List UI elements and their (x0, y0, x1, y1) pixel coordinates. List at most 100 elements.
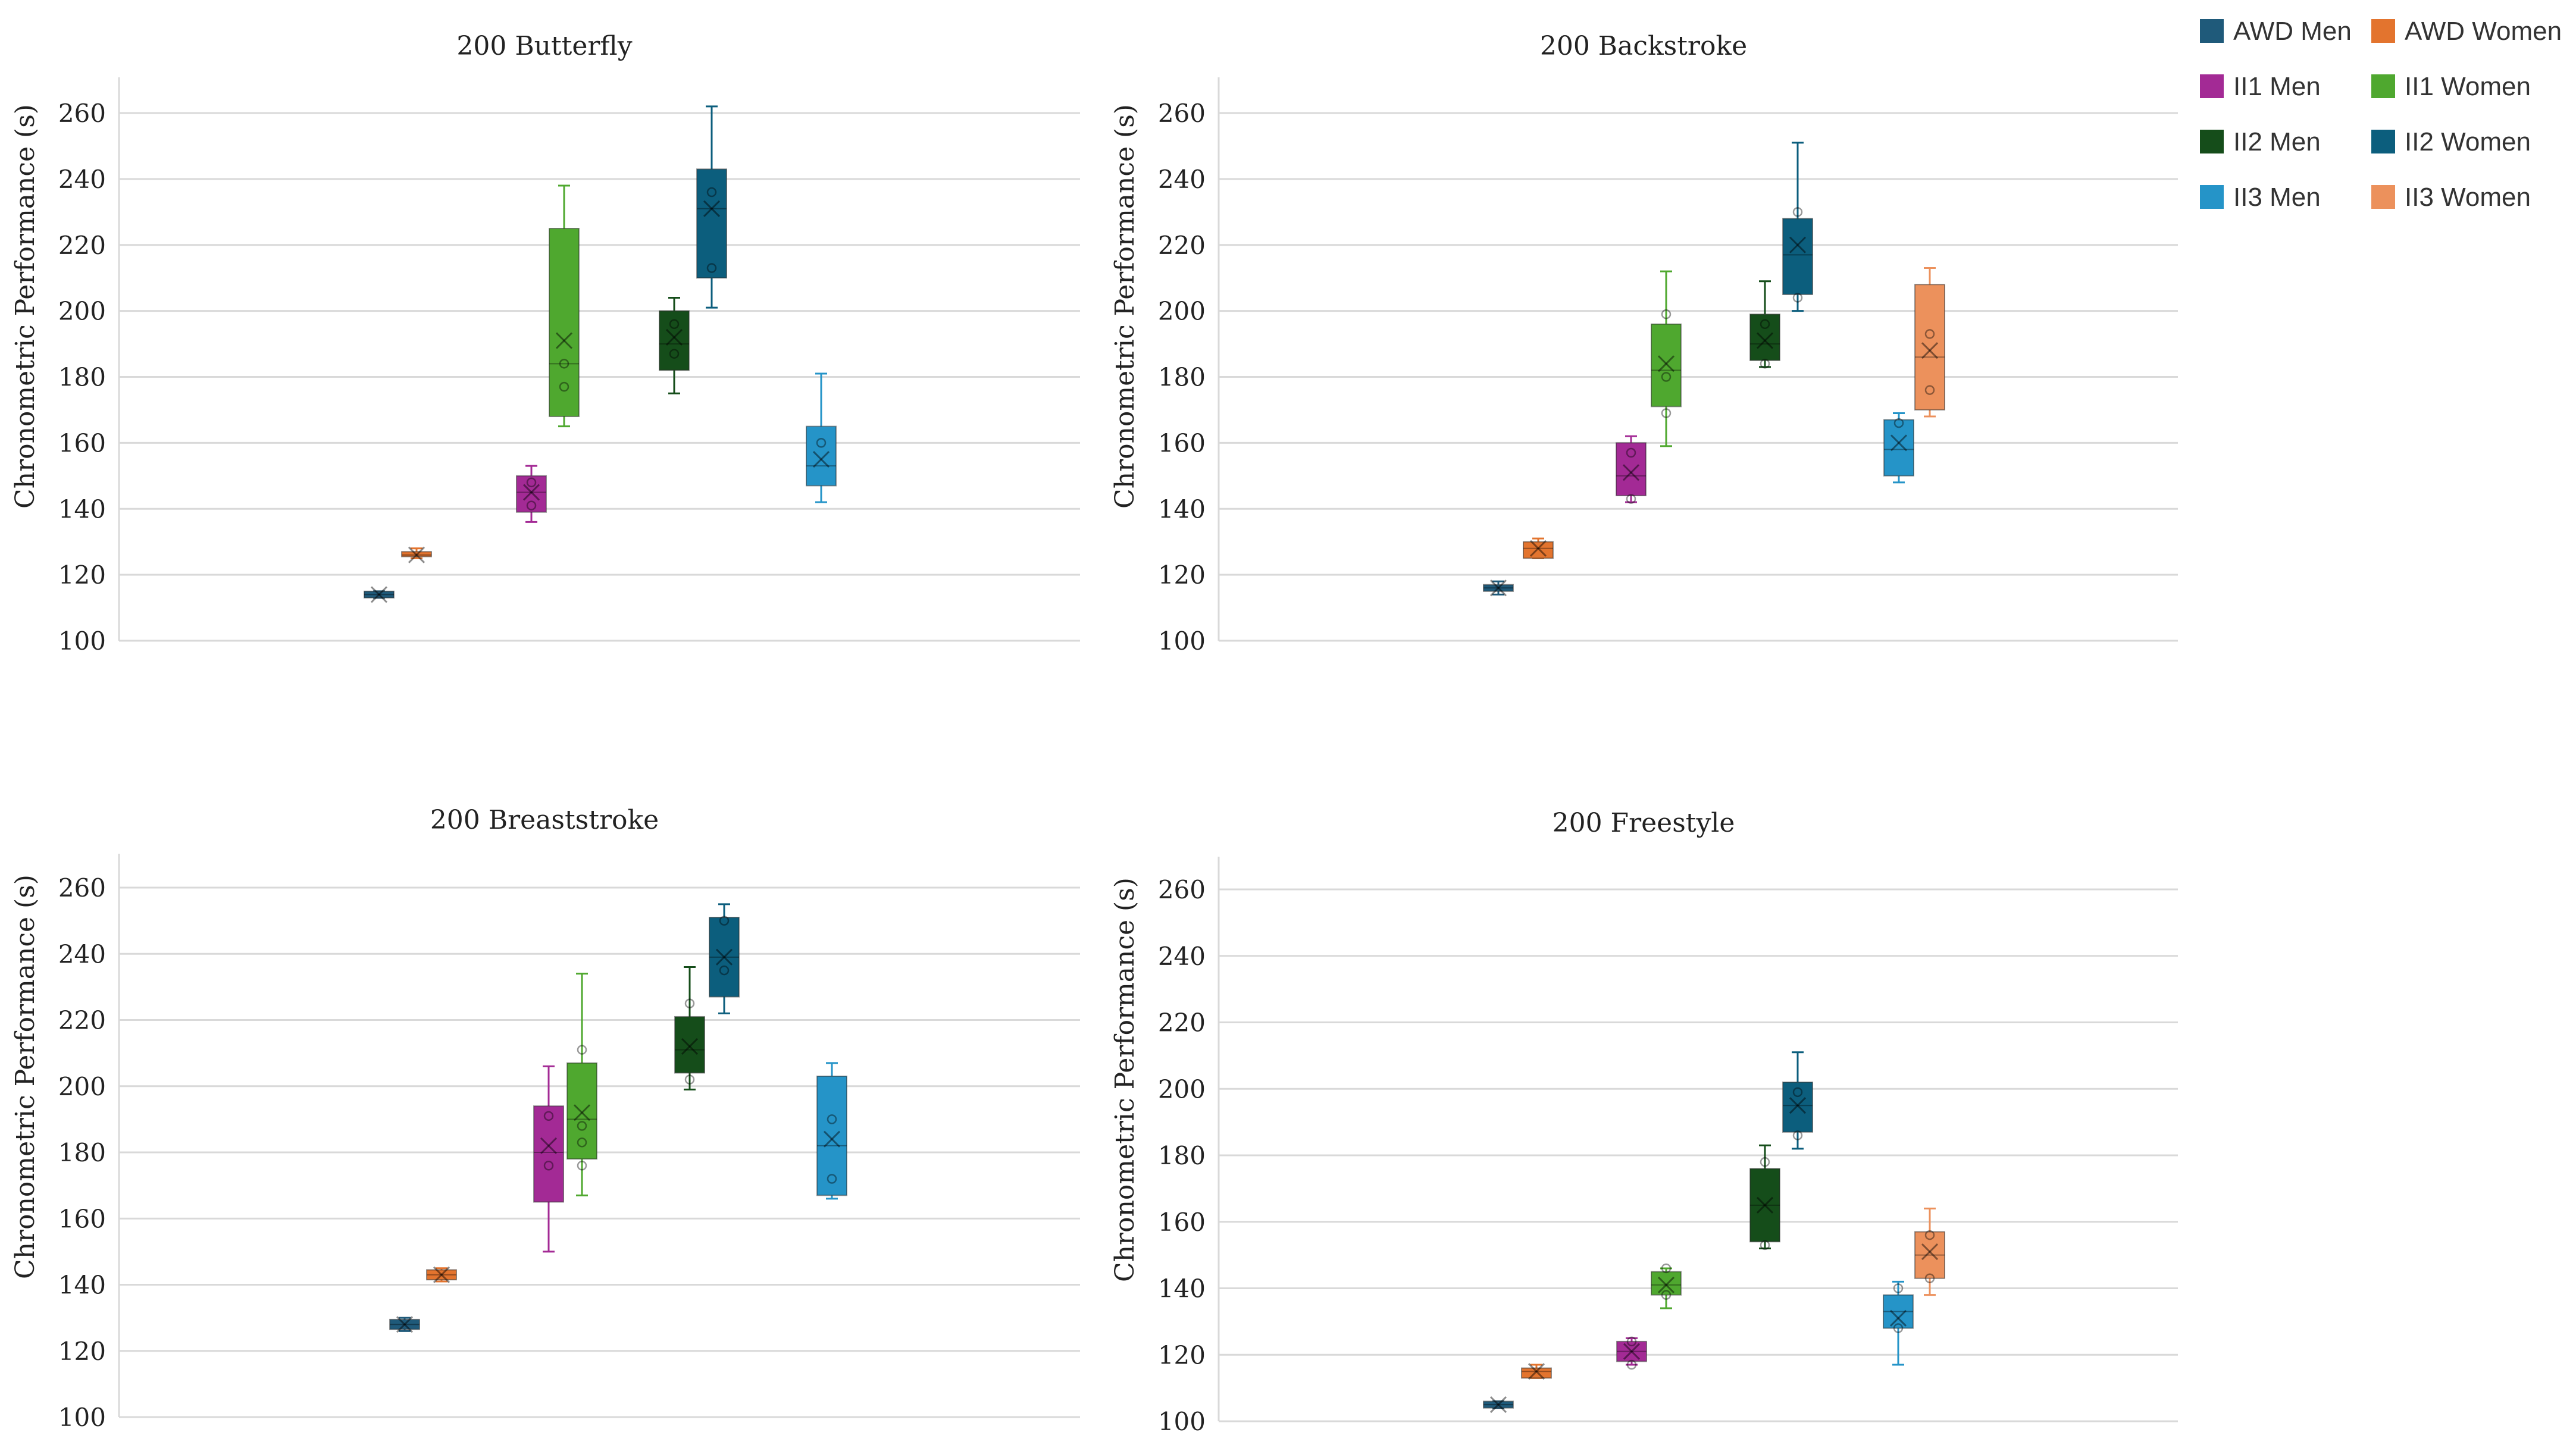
box-iqr (709, 917, 740, 998)
box-iqr (1483, 584, 1514, 592)
box-awd-men (1483, 579, 1514, 597)
y-tick-label: 160 (58, 1204, 106, 1233)
box-ii3-women (1914, 267, 1945, 418)
box-iqr (426, 1269, 457, 1281)
data-point (827, 1174, 837, 1184)
y-tick-label: 100 (1158, 1407, 1206, 1436)
data-point (1893, 1323, 1904, 1333)
data-point (577, 1137, 587, 1148)
legend-item-ii3-men: II3 Men (2200, 183, 2321, 212)
data-point (1626, 494, 1636, 504)
mean-marker (1489, 1396, 1507, 1414)
data-point (526, 500, 537, 510)
legend-label: II2 Men (2233, 127, 2321, 156)
data-point (1924, 329, 1935, 339)
data-point (1661, 1263, 1672, 1274)
box-ii3-men (816, 1062, 847, 1200)
data-point (1924, 1230, 1935, 1240)
chart-breaststroke: 200 Breaststroke Chronometric Performanc… (10, 805, 1080, 1432)
data-point (719, 965, 730, 976)
box-ii3-women (1914, 1207, 1945, 1296)
chart-title: 200 Butterfly (456, 31, 632, 61)
y-tick-label: 200 (58, 297, 106, 326)
chart-title: 200 Backstroke (1540, 31, 1747, 61)
box-ii1-women (549, 184, 580, 428)
data-point (706, 187, 717, 198)
legend-swatch (2371, 185, 2395, 209)
legend-label: AWD Men (2233, 17, 2352, 46)
y-axis-label: Chronometric Performance (s) (10, 104, 40, 509)
data-point (816, 438, 827, 448)
y-tick-label: 240 (58, 165, 106, 194)
y-tick-label: 200 (1158, 297, 1206, 326)
box-iqr (1651, 323, 1682, 408)
legend-swatch (2371, 74, 2395, 98)
mean-marker (1921, 1243, 1939, 1261)
box-ii3-men (806, 372, 837, 503)
box-ii1-men (1616, 435, 1647, 504)
legend-item-awd-women: AWD Women (2371, 17, 2562, 46)
legend: AWD Men AWD Women II1 Men II1 Women II2 Men I… (2200, 17, 2562, 212)
box-ii1-women (1651, 270, 1682, 447)
y-tick-label: 100 (58, 1403, 106, 1432)
data-point (1626, 1336, 1637, 1347)
mean-marker (540, 1137, 558, 1154)
box-ii2-women (1782, 1051, 1813, 1150)
data-point (719, 916, 730, 926)
box-iqr (1616, 442, 1647, 497)
legend-item-ii2-women: II2 Women (2371, 127, 2531, 156)
box-iqr (389, 1318, 420, 1330)
box-iqr (1782, 1082, 1813, 1133)
box-awd-women (426, 1266, 457, 1283)
legend-item-ii1-women: II1 Women (2371, 72, 2531, 101)
box-ii1-men (516, 465, 547, 523)
mean-marker (1889, 1309, 1907, 1327)
box-iqr (1523, 541, 1554, 559)
mean-marker (703, 200, 721, 217)
y-tick-label: 120 (58, 1337, 106, 1366)
data-point (1924, 1273, 1935, 1283)
legend-swatch (2371, 19, 2395, 43)
data-point (1792, 1087, 1803, 1098)
mean-marker (812, 451, 830, 468)
y-tick-label: 140 (58, 1271, 106, 1300)
box-ii2-men (1749, 280, 1780, 369)
y-tick-label: 120 (58, 560, 106, 590)
y-tick-label: 240 (1158, 942, 1206, 971)
legend-label: II3 Women (2405, 183, 2531, 212)
legend-item-awd-men: AWD Men (2200, 17, 2352, 46)
chart-butterfly: 200 Butterfly Chronometric Performance (… (10, 31, 1080, 656)
legend-label: II2 Women (2405, 127, 2531, 156)
mean-marker (1657, 1276, 1675, 1293)
legend-item-ii3-women: II3 Women (2371, 183, 2531, 212)
mean-marker (555, 332, 573, 349)
legend-label: AWD Women (2405, 17, 2562, 46)
box-iqr (806, 425, 837, 487)
mean-marker (1756, 1196, 1774, 1214)
mean-marker (1789, 1097, 1807, 1114)
y-tick-label: 100 (1158, 626, 1206, 656)
data-point (706, 263, 717, 273)
box-iqr (1616, 1340, 1647, 1362)
legend-swatch (2200, 19, 2224, 43)
y-axis-label: Chronometric Performance (s) (1110, 104, 1140, 509)
box-iqr (659, 310, 690, 371)
box-ii2-men (1749, 1144, 1780, 1251)
data-point (669, 319, 680, 330)
box-ii3-men (1883, 1280, 1914, 1366)
mean-marker (396, 1316, 414, 1333)
box-iqr (1782, 218, 1813, 295)
box-iqr (549, 228, 580, 418)
mean-marker (823, 1130, 841, 1148)
data-point (543, 1161, 554, 1171)
data-point (1661, 1290, 1672, 1300)
box-iqr (1483, 1400, 1514, 1409)
y-axis-label: Chronometric Performance (s) (10, 875, 40, 1279)
box-iqr (1651, 1271, 1682, 1296)
y-tick-label: 160 (58, 428, 106, 457)
y-tick-label: 180 (1158, 363, 1206, 392)
data-point (1893, 418, 1904, 428)
data-point (526, 477, 537, 488)
legend-item-ii1-men: II1 Men (2200, 72, 2321, 101)
